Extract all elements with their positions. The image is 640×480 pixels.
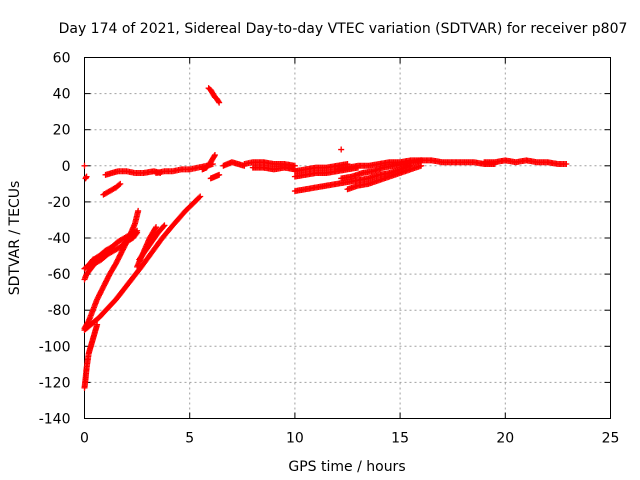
chart-title: Day 174 of 2021, Sidereal Day-to-day VTE… — [59, 21, 628, 37]
data-point — [153, 224, 160, 231]
y-tick-label: 60 — [53, 51, 71, 67]
data-point — [161, 222, 168, 229]
data-point — [418, 162, 425, 169]
x-tick-label: 10 — [286, 431, 304, 447]
y-tick-label: 40 — [53, 87, 71, 103]
y-tick-label: 0 — [62, 159, 71, 175]
y-tick-label: 20 — [53, 123, 71, 139]
y-tick-label: -100 — [39, 339, 71, 355]
x-tick-label: 0 — [80, 431, 89, 447]
data-point — [134, 227, 141, 234]
y-tick-label: -40 — [48, 231, 71, 247]
y-tick-label: -120 — [39, 375, 71, 391]
y-axis-label: SDTVAR / TECUs — [7, 181, 23, 296]
data-point — [216, 171, 223, 178]
x-tick-label: 5 — [185, 431, 194, 447]
x-tick-label: 25 — [602, 431, 620, 447]
data-point — [117, 180, 124, 187]
y-tick-label: -60 — [48, 267, 71, 283]
data-point — [563, 160, 570, 167]
data-points — [81, 85, 570, 391]
x-tick-label: 15 — [391, 431, 409, 447]
data-point — [135, 207, 142, 214]
data-point — [211, 151, 218, 158]
y-tick-label: -20 — [48, 195, 71, 211]
data-point — [116, 181, 123, 188]
data-point — [160, 223, 167, 230]
y-tick-label: -80 — [48, 303, 71, 319]
data-point — [83, 173, 90, 180]
data-point — [211, 153, 218, 160]
data-point — [81, 162, 88, 169]
axis-ticks: 0 5 10 15 20 25 -140 -120 -100 -80 -60 -40 -20 0 20 40 6… — [39, 51, 620, 447]
data-point — [338, 146, 345, 153]
data-point — [152, 225, 159, 232]
y-tick-label: -140 — [39, 412, 71, 428]
x-tick-label: 20 — [496, 431, 514, 447]
data-point — [215, 98, 222, 105]
data-point — [94, 321, 101, 328]
x-axis-label: GPS time / hours — [288, 459, 405, 475]
data-point — [197, 193, 204, 200]
data-point — [196, 194, 203, 201]
grid — [84, 57, 611, 419]
data-point — [216, 99, 223, 106]
